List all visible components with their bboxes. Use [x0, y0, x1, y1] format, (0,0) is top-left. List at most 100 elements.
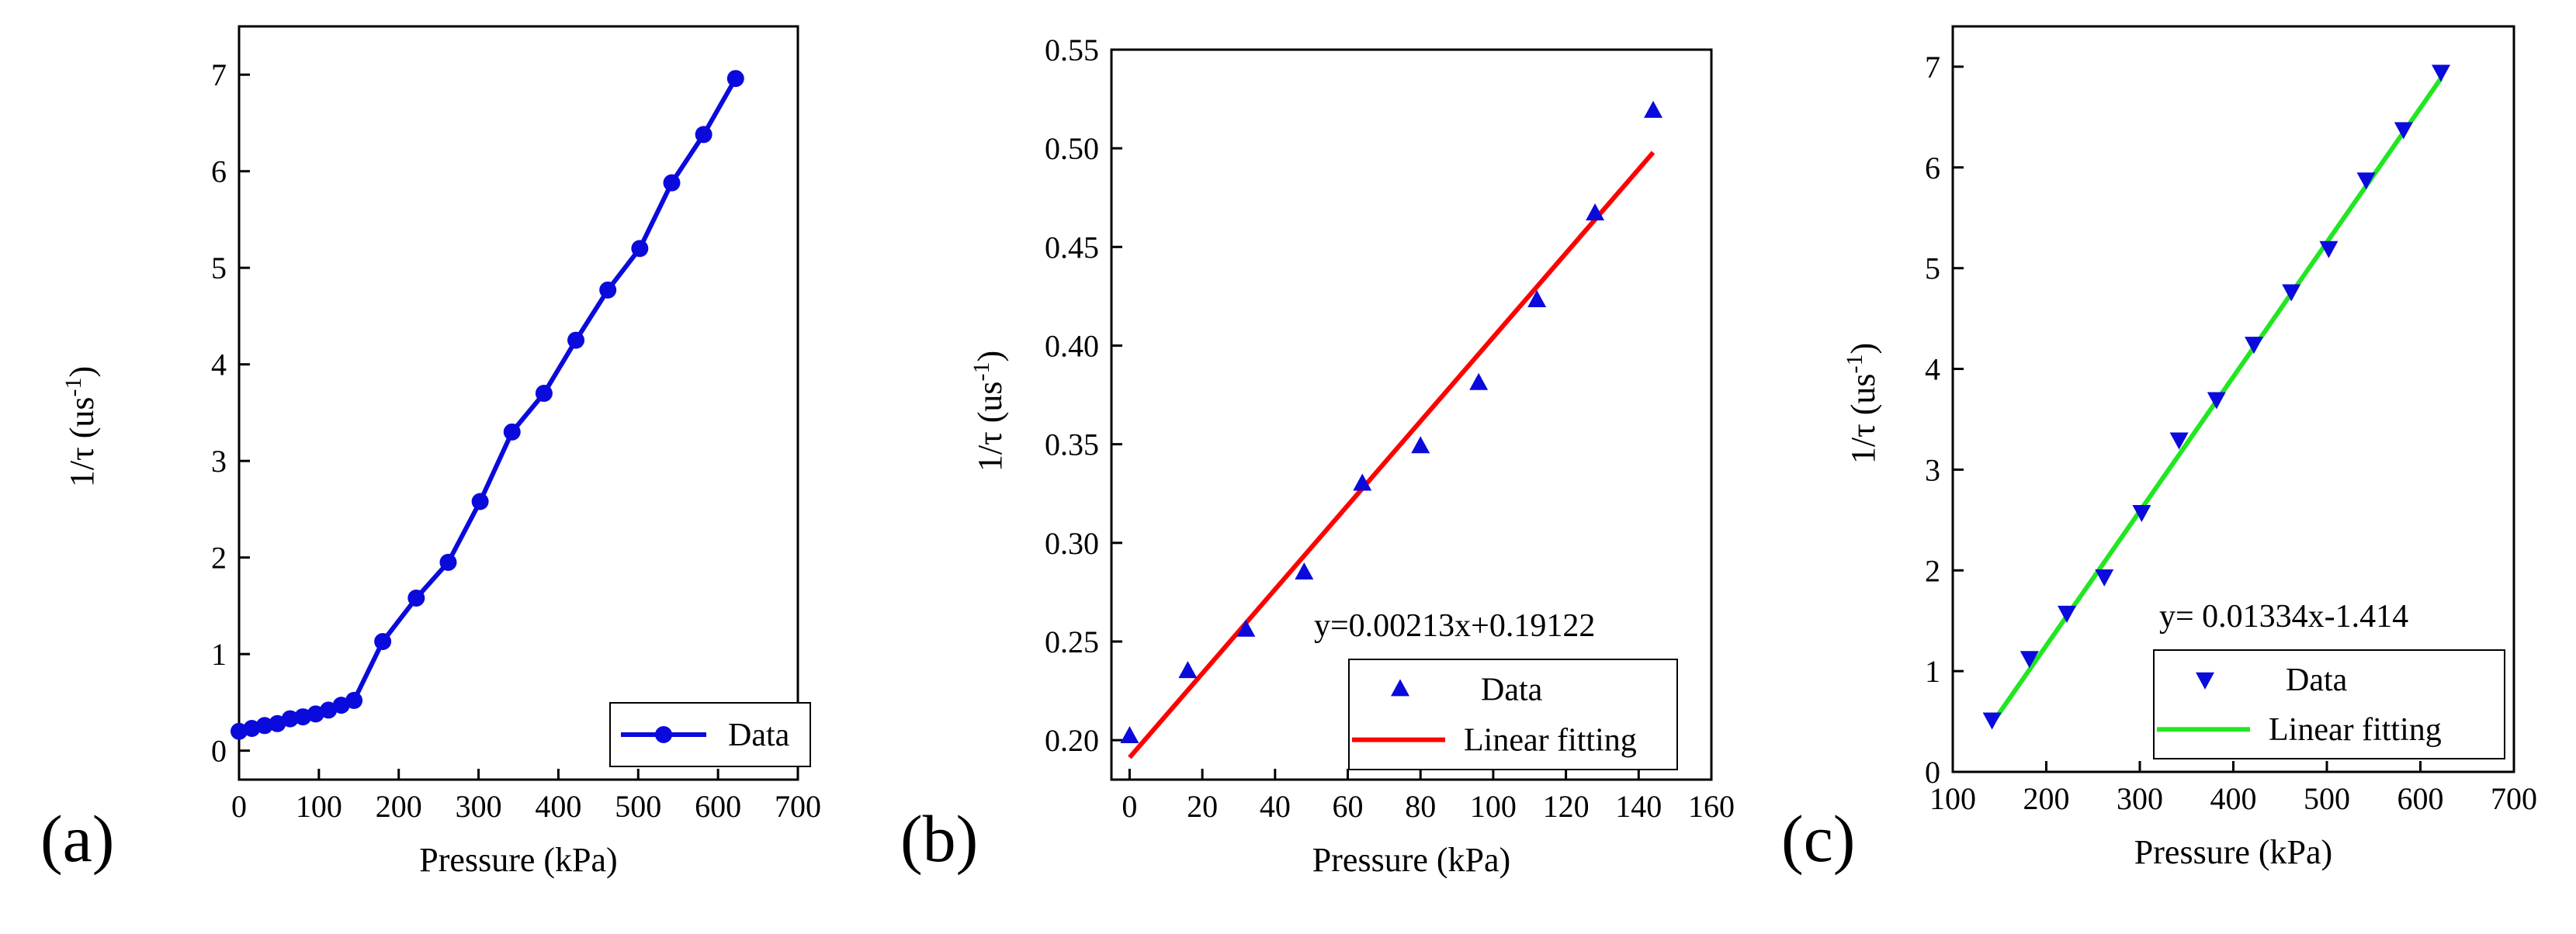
x-tick-label: 120 — [1543, 789, 1590, 824]
x-tick-label: 700 — [2491, 781, 2537, 816]
legend-marker — [655, 726, 672, 743]
data-point — [726, 70, 744, 88]
data-point — [231, 722, 248, 740]
data-point — [2394, 122, 2413, 140]
x-tick-label: 300 — [2117, 781, 2163, 816]
data-point — [1982, 712, 2002, 730]
chart-panel-1: 0 100 200 300 400 500 600 700 0 1 2 3 4 5 6 7 Pressure (… — [40, 25, 821, 879]
data-point — [294, 708, 312, 726]
y-tick-label: 6 — [211, 154, 227, 189]
x-tick-label: 100 — [1470, 789, 1517, 824]
x-tick-label: 300 — [456, 789, 502, 824]
data-point — [631, 240, 649, 258]
y-tick-label: 0 — [1925, 755, 1940, 790]
chart-panel-3: 100 200 300 400 500 600 700 0 1 2 3 4 5 6 7 Pressure (k… — [1781, 25, 2537, 876]
legend-marker — [1391, 679, 1409, 697]
fit-equation: y= 0.01334x-1.414 — [2159, 599, 2408, 635]
x-tick-label: 700 — [775, 789, 821, 824]
y-tick-label: 3 — [211, 444, 227, 479]
y-tick-label: 4 — [211, 348, 227, 382]
x-tick-label: 600 — [2397, 781, 2444, 816]
x-axis-label: Pressure (kPa) — [2134, 833, 2332, 871]
y-tick-label: 1 — [1925, 654, 1940, 689]
y-tick-label: 4 — [1925, 352, 1940, 387]
y-axis-label: 1/τ (us-1) — [969, 351, 1009, 472]
legend-label: Linear fitting — [1464, 723, 1637, 759]
y-tick-label: 0 — [211, 734, 227, 769]
y-tick-label: 0.55 — [1045, 33, 1099, 67]
plot-frame — [1110, 48, 1713, 781]
legend-box — [2153, 649, 2505, 759]
x-tick-label: 60 — [1333, 789, 1364, 824]
y-tick-label: 0.30 — [1045, 526, 1099, 561]
data-point — [1353, 473, 1372, 491]
data-point — [1120, 726, 1139, 744]
legend-label: Linear fitting — [2269, 712, 2442, 748]
fit-equation: y=0.00213x+0.19122 — [1314, 608, 1595, 644]
series-line — [238, 77, 738, 734]
data-point — [2356, 172, 2376, 190]
data-point — [2245, 337, 2264, 355]
y-tick-label: 6 — [1925, 150, 1940, 185]
data-point — [663, 174, 681, 192]
x-tick-label: 0 — [1122, 789, 1137, 824]
y-tick-label: 0.20 — [1045, 723, 1099, 758]
y-axis-label: 1/τ (us-1) — [61, 366, 101, 487]
data-point — [503, 423, 521, 441]
legend-label: Data — [1481, 672, 1543, 707]
y-axis-label: 1/τ (us-1) — [1842, 343, 1882, 464]
panel-label: (b) — [900, 801, 978, 876]
panel-label: (a) — [40, 801, 114, 876]
y-tick-label: 0.25 — [1045, 624, 1099, 659]
legend-box — [1348, 659, 1678, 770]
x-tick-label: 400 — [2210, 781, 2257, 816]
legend: Data — [609, 702, 811, 767]
x-tick-label: 100 — [1929, 781, 1976, 816]
data-point — [2432, 64, 2451, 82]
x-tick-label: 200 — [2023, 781, 2070, 816]
data-point — [2207, 392, 2226, 410]
y-tick-label: 1 — [211, 637, 227, 672]
x-tick-label: 600 — [695, 789, 741, 824]
x-axis-label: Pressure (kPa) — [1312, 841, 1510, 879]
x-tick-label: 200 — [376, 789, 422, 824]
y-tick-label: 0.45 — [1045, 230, 1099, 265]
y-tick-label: 7 — [211, 57, 227, 92]
data-point — [567, 331, 585, 349]
x-tick-label: 500 — [2304, 781, 2350, 816]
data-point — [1236, 619, 1256, 637]
data-point — [2169, 432, 2189, 450]
y-tick-label: 2 — [211, 541, 227, 576]
x-axis-label: Pressure (kPa) — [419, 841, 617, 879]
data-point — [281, 710, 299, 728]
data-point — [2319, 240, 2339, 258]
data-point — [471, 493, 489, 510]
panel-label: (c) — [1781, 801, 1855, 876]
data-point — [2282, 284, 2301, 302]
legend: Data Linear fitting — [1348, 659, 1678, 770]
data-point — [243, 720, 261, 738]
chart-panel-2: 0 20 40 60 80 100 120 140 160 0.20 0.25 0.30 0.35 0.4… — [900, 33, 1735, 879]
y-tick-label: 5 — [211, 251, 227, 285]
y-tick-label: 0.50 — [1045, 131, 1099, 166]
legend-marker — [2196, 672, 2214, 690]
x-tick-label: 80 — [1405, 789, 1436, 824]
data-point — [535, 385, 553, 403]
x-tick-label: 40 — [1260, 789, 1291, 824]
data-point — [2095, 569, 2114, 587]
x-tick-label: 0 — [231, 789, 247, 824]
data-point — [2058, 605, 2077, 623]
data-point — [599, 281, 617, 299]
x-tick-label: 160 — [1688, 789, 1735, 824]
data-point — [1527, 289, 1547, 307]
data-point — [407, 589, 425, 607]
x-tick-label: 100 — [296, 789, 342, 824]
y-tick-label: 5 — [1925, 251, 1940, 286]
data-point — [439, 553, 457, 571]
x-tick-label: 400 — [535, 789, 581, 824]
y-tick-label: 0.40 — [1045, 328, 1099, 363]
fit-line — [1128, 150, 1656, 759]
data-point — [374, 632, 392, 650]
legend-label: Data — [2286, 662, 2348, 698]
